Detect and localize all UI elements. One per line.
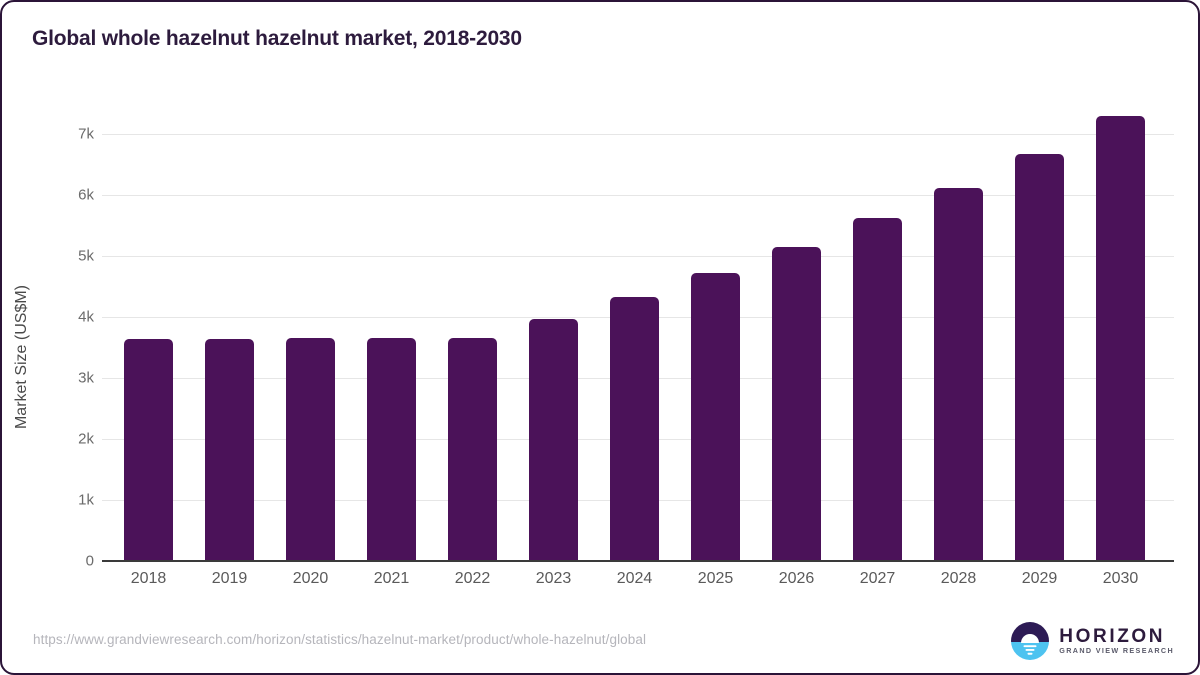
x-axis-tick-label: 2028	[940, 570, 977, 587]
bar-2030[interactable]	[1096, 115, 1145, 561]
horizon-logo-icon	[1011, 622, 1050, 660]
gridline	[102, 256, 1174, 257]
x-axis-tick-label: 2026	[778, 570, 815, 587]
bar-2029[interactable]	[1015, 153, 1064, 561]
logo-wordmark: HORIZON	[1059, 626, 1166, 648]
y-axis-tick-label: 6k	[78, 186, 94, 204]
logo-subtitle: GRAND VIEW RESEARCH	[1059, 646, 1174, 656]
y-axis-tick-label: 2k	[78, 430, 94, 448]
bar-2020[interactable]	[286, 338, 335, 561]
x-axis-tick-label: 2029	[1021, 570, 1058, 587]
y-axis-tick-label: 0	[85, 552, 94, 570]
bar-2025[interactable]	[691, 273, 740, 561]
x-axis-tick-label: 2024	[616, 570, 653, 587]
bar-2021[interactable]	[367, 338, 416, 561]
x-axis-tick-label: 2022	[454, 570, 491, 587]
gridline	[102, 134, 1174, 135]
bar-2018[interactable]	[124, 338, 173, 561]
y-axis-title: Market Size (US$M)	[13, 284, 30, 430]
x-axis-tick-label: 2030	[1102, 570, 1139, 587]
bar-2023[interactable]	[529, 318, 578, 561]
x-axis-tick-label: 2027	[859, 570, 896, 587]
horizon-logo-text: HORIZON GRAND VIEW RESEARCH	[1059, 627, 1174, 654]
y-axis-tick-label: 1k	[78, 491, 94, 509]
bar-2022[interactable]	[448, 338, 497, 561]
y-axis-tick-label: 3k	[78, 369, 94, 387]
gridline	[102, 195, 1174, 196]
x-axis-tick-label: 2018	[130, 570, 167, 587]
y-axis-tick-label: 7k	[78, 125, 94, 143]
page-title: Global whole hazelnut hazelnut market, 2…	[32, 27, 522, 50]
bar-2026[interactable]	[772, 247, 821, 561]
bar-2019[interactable]	[205, 338, 254, 561]
x-axis-tick-label: 2021	[373, 570, 410, 587]
bar-2027[interactable]	[853, 218, 902, 561]
source-url[interactable]: https://www.grandviewresearch.com/horizo…	[33, 632, 647, 647]
horizon-logo: HORIZON GRAND VIEW RESEARCH	[1010, 621, 1174, 661]
bar-2024[interactable]	[610, 296, 659, 561]
x-axis-tick-label: 2025	[697, 570, 734, 587]
x-axis-tick-label: 2023	[535, 570, 572, 587]
y-axis-tick-label: 5k	[78, 247, 94, 265]
x-axis-line	[102, 560, 1174, 562]
x-axis-tick-label: 2019	[211, 570, 248, 587]
bar-2028[interactable]	[934, 187, 983, 561]
y-axis-tick-label: 4k	[78, 308, 94, 326]
x-axis-tick-label: 2020	[292, 570, 329, 587]
